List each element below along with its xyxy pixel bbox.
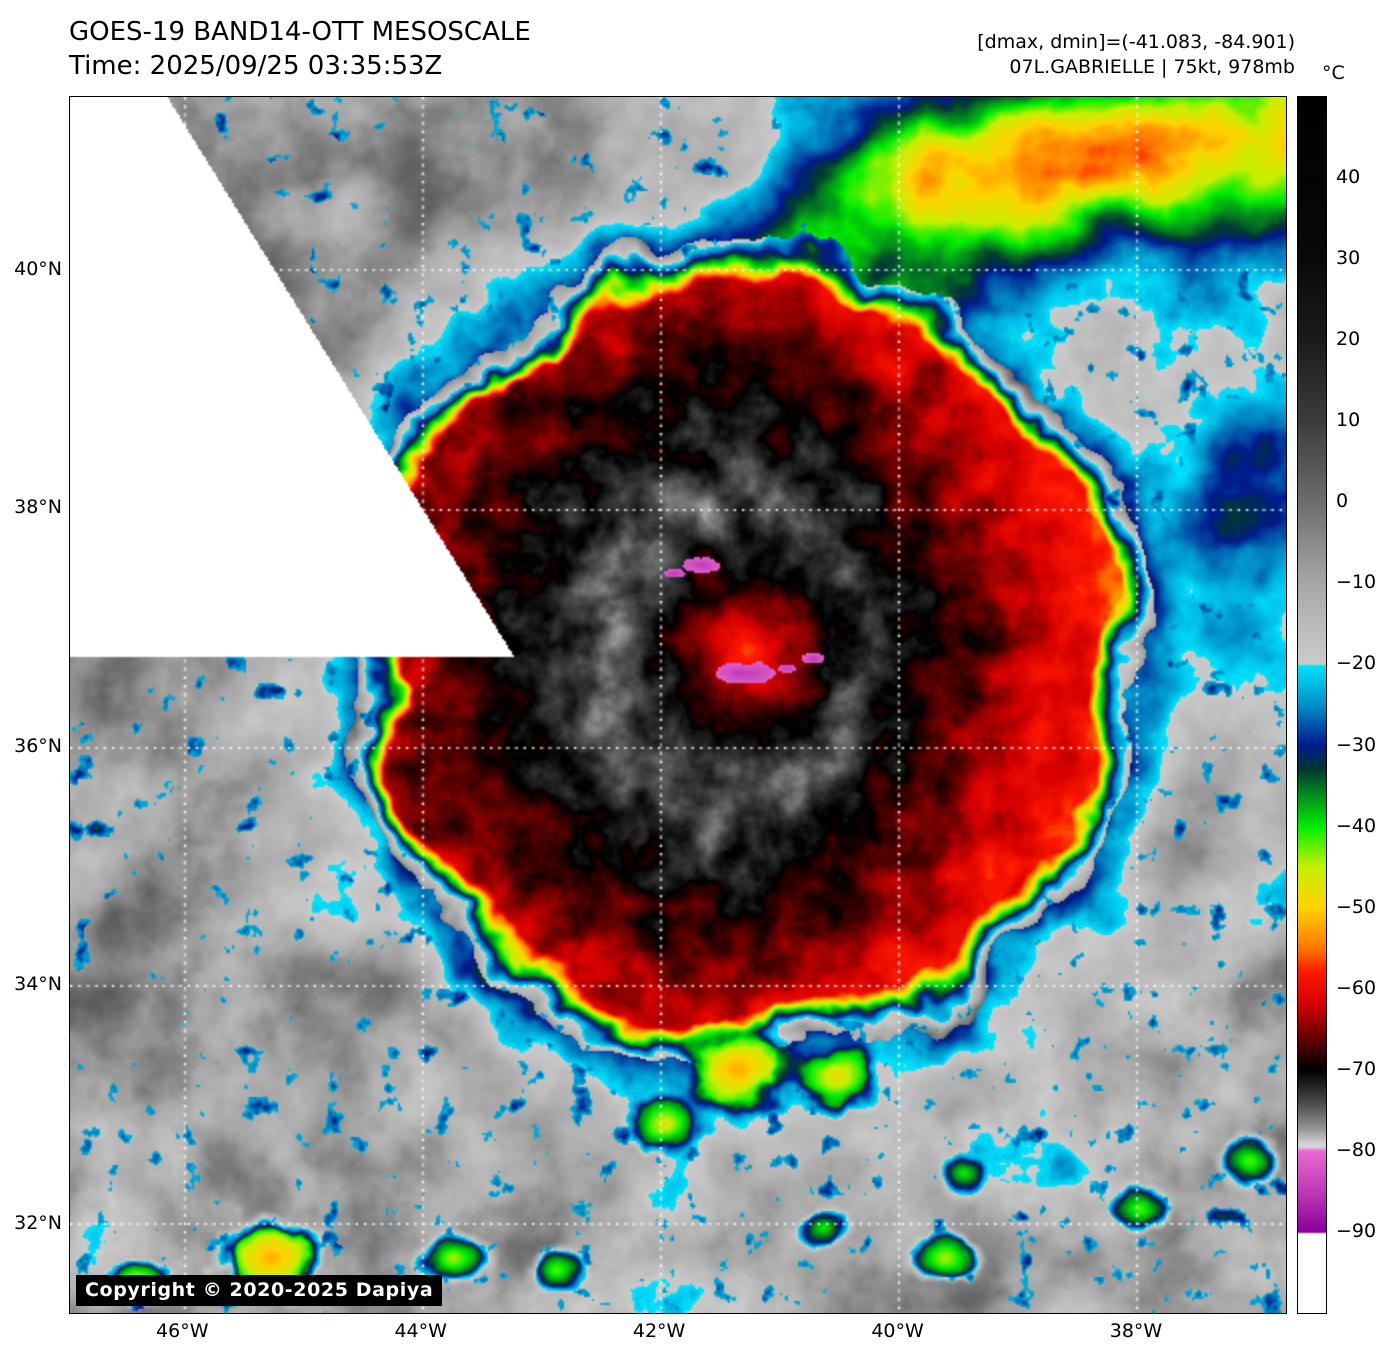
copyright-badge: Copyright © 2020-2025 Dapiya <box>76 1275 443 1306</box>
colorbar-tick-neg10: −10 <box>1336 571 1377 594</box>
colorbar-tick-neg90: −90 <box>1336 1219 1377 1242</box>
colorbar-tick-neg60: −60 <box>1336 976 1377 999</box>
latitude-tick-36N: 36°N <box>14 734 62 757</box>
colorbar-tick-20: 20 <box>1336 328 1361 351</box>
colorbar-tick-neg20: −20 <box>1336 652 1377 675</box>
colorbar-unit-label: °C <box>1322 62 1345 84</box>
longitude-tick-44W: 44°W <box>394 1320 447 1342</box>
dmax-dmin-readout: [dmax, dmin]=(-41.083, -84.901) <box>977 31 1295 53</box>
page-title: GOES-19 BAND14-OTT MESOSCALE <box>69 17 531 47</box>
longitude-tick-42W: 42°W <box>632 1320 686 1342</box>
colorbar-gradient <box>1298 97 1326 1313</box>
infrared-satellite-imagery <box>70 97 1286 1313</box>
colorbar-tick-neg50: −50 <box>1336 895 1377 918</box>
colorbar-tick-40: 40 <box>1336 166 1361 189</box>
colorbar-tick-neg30: −30 <box>1336 733 1377 756</box>
colorbar-tick-0: 0 <box>1336 490 1349 513</box>
storm-info-readout: 07L.GABRIELLE | 75kt, 978mb <box>1009 56 1295 79</box>
metadata-block: [dmax, dmin]=(-41.083, -84.901) 07L.GABR… <box>977 30 1295 80</box>
colorbar-tick-neg40: −40 <box>1336 814 1377 837</box>
colorbar-tick-neg70: −70 <box>1336 1057 1377 1080</box>
title-block: GOES-19 BAND14-OTT MESOSCALE Time: 2025/… <box>69 16 531 84</box>
colorbar <box>1297 96 1327 1314</box>
latitude-tick-38N: 38°N <box>14 496 62 519</box>
satellite-image-panel: Copyright © 2020-2025 Dapiya <box>69 96 1287 1314</box>
colorbar-tick-30: 30 <box>1336 247 1361 270</box>
longitude-tick-38W: 38°W <box>1109 1320 1163 1342</box>
latitude-tick-34N: 34°N <box>14 973 62 996</box>
colorbar-tick-10: 10 <box>1336 409 1361 432</box>
latitude-tick-40N: 40°N <box>14 257 62 280</box>
longitude-tick-46W: 46°W <box>156 1320 209 1342</box>
timestamp-line: Time: 2025/09/25 03:35:53Z <box>69 50 443 81</box>
latitude-tick-32N: 32°N <box>14 1211 62 1234</box>
colorbar-tick-neg80: −80 <box>1336 1138 1377 1161</box>
longitude-tick-40W: 40°W <box>871 1320 924 1342</box>
